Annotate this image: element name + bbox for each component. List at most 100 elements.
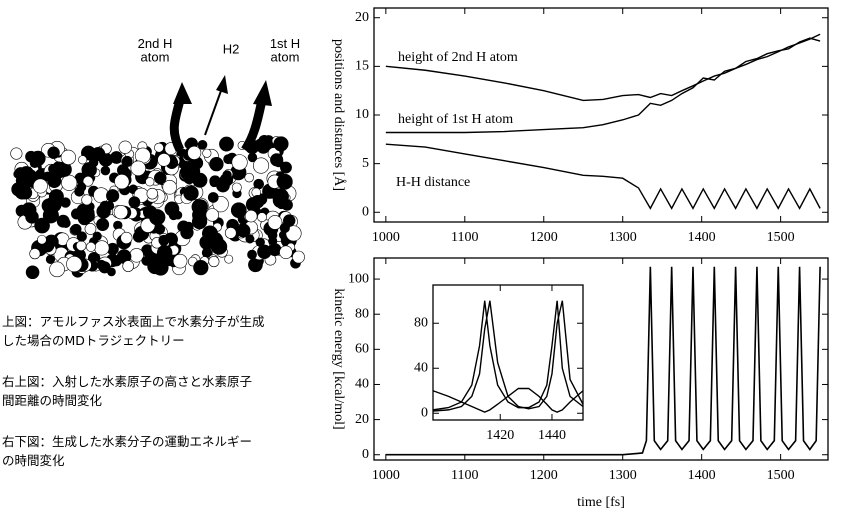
x-tick-label: 1200	[530, 468, 558, 483]
y-tick-label: 5	[362, 156, 369, 171]
y-tick-label: 80	[414, 315, 428, 330]
x-tick-label: 1000	[372, 230, 400, 245]
ice-molecule	[49, 261, 65, 278]
ice-molecule	[78, 155, 88, 165]
ice-molecule	[111, 256, 122, 267]
caption: 右上図：入射した水素原子の高さと水素原子間距離の時間変化	[2, 374, 252, 408]
ice-molecule	[231, 182, 242, 193]
ice-molecule	[194, 199, 208, 214]
ice-molecule	[230, 202, 247, 219]
ice-molecule	[118, 140, 132, 154]
ice-molecule	[183, 185, 199, 201]
ice-molecule	[179, 165, 195, 181]
x-axis-label: time [fs]	[577, 495, 625, 510]
x-tick-label: 1500	[767, 468, 795, 483]
ice-molecule	[257, 212, 267, 223]
ice-molecule	[272, 192, 288, 208]
ice-molecule	[231, 154, 248, 171]
ice-molecule	[81, 194, 93, 206]
ice-molecule	[222, 170, 232, 180]
ice-molecule	[14, 167, 27, 180]
ice-molecule	[84, 223, 97, 235]
ice-molecule	[61, 174, 78, 191]
ice-molecule	[34, 217, 50, 234]
ice-molecule	[60, 149, 76, 165]
ice-molecule	[158, 234, 170, 246]
x-tick-label: 1400	[688, 468, 716, 483]
ice-molecule	[129, 248, 144, 263]
ice-molecule	[197, 139, 208, 150]
ice-molecule	[154, 223, 166, 235]
ice-molecule	[162, 180, 177, 195]
ice-molecule	[42, 207, 59, 224]
ice-molecule	[224, 254, 234, 264]
ice-molecule	[270, 153, 284, 167]
ice-molecule	[279, 245, 293, 260]
ice-molecule	[25, 265, 40, 280]
x-tick-label: 1300	[609, 230, 637, 245]
series-line	[385, 143, 821, 210]
ice-surface	[10, 134, 305, 280]
ice-molecule	[100, 165, 111, 176]
ice-molecule	[273, 136, 289, 152]
x-tick-label: 1500	[767, 230, 795, 245]
ice-molecule	[76, 231, 87, 242]
ice-molecule	[224, 227, 237, 239]
ice-molecule	[149, 209, 166, 226]
y-tick-label: 0	[362, 204, 369, 219]
ice-molecule	[219, 136, 234, 152]
series-line	[385, 266, 821, 456]
ice-molecule	[47, 146, 60, 159]
y-tick-label: 60	[355, 342, 369, 357]
ice-molecule	[267, 215, 283, 230]
y-tick-label: 0	[421, 405, 428, 420]
series-line	[385, 37, 821, 134]
x-tick-label: 1000	[372, 468, 400, 483]
captions: 上図：アモルファス氷表面上で水素分子が生成した場合のMDトラジェクトリー右上図：…	[2, 314, 265, 468]
ice-molecule	[128, 196, 141, 209]
ice-molecule	[187, 145, 202, 160]
ice-molecule	[202, 148, 212, 158]
x-tick-label: 1200	[530, 230, 558, 245]
x-tick-label: 1400	[688, 230, 716, 245]
series-label: height of 2nd H atom	[398, 50, 518, 65]
y-tick-label: 40	[355, 377, 369, 392]
y-tick-label: 20	[355, 412, 369, 427]
series-line	[432, 387, 584, 413]
ice-molecule	[96, 204, 111, 219]
ice-molecule	[120, 231, 133, 244]
series-label: H-H distance	[396, 175, 470, 190]
ice-molecule	[37, 234, 47, 245]
ice-molecule	[130, 160, 146, 177]
series-line	[432, 300, 584, 411]
ice-molecule	[81, 162, 97, 178]
ice-molecule	[199, 234, 215, 250]
y-axis-label: positions and distances [Å]	[331, 39, 347, 191]
x-tick-label: 1100	[451, 468, 478, 483]
x-tick-label: 1100	[451, 230, 478, 245]
ice-molecule	[276, 176, 286, 186]
ice-molecule	[247, 249, 257, 260]
ice-molecule	[285, 225, 302, 242]
plot-frame	[373, 7, 829, 223]
arrow-h2	[204, 87, 223, 136]
y-tick-label: 100	[348, 271, 369, 286]
ice-molecule	[32, 178, 48, 194]
ice-molecule	[70, 224, 81, 236]
series-line	[385, 33, 821, 102]
ice-molecule	[251, 194, 265, 209]
y-tick-label: 0	[362, 447, 369, 462]
ice-molecule	[205, 208, 219, 222]
label-h2: H2	[223, 41, 240, 56]
ice-molecule	[147, 254, 162, 269]
ice-molecule	[257, 244, 272, 259]
y-tick-label: 40	[414, 360, 428, 375]
ice-molecule	[253, 157, 270, 174]
arrowhead	[216, 75, 228, 94]
ice-molecule	[76, 182, 87, 192]
ice-molecule	[172, 253, 188, 269]
ice-molecule	[96, 259, 107, 270]
series-line	[432, 300, 584, 412]
y-tick-label: 20	[355, 10, 369, 25]
